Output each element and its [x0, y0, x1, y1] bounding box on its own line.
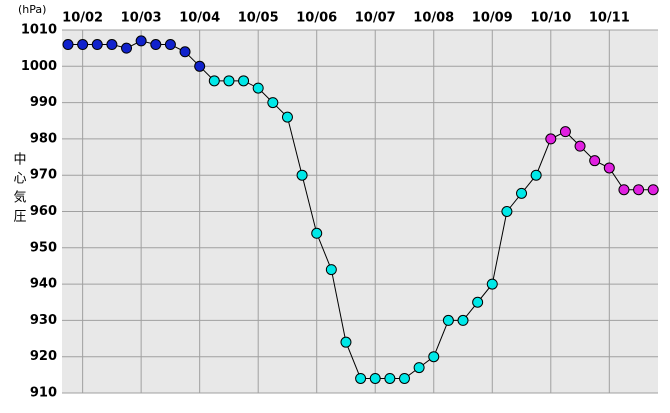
data-point — [91, 39, 103, 51]
data-point — [633, 184, 645, 196]
data-point — [618, 184, 630, 196]
data-point — [413, 362, 425, 374]
data-point — [281, 111, 293, 123]
data-point — [150, 39, 162, 51]
data-point — [252, 82, 264, 94]
y-tick-label: 1000 — [21, 59, 57, 74]
y-tick-label: 920 — [30, 349, 57, 364]
x-tick-label: 10/03 — [121, 11, 162, 26]
x-tick-label: 10/02 — [62, 11, 103, 26]
x-tick-label: 10/09 — [472, 11, 513, 26]
data-point — [223, 75, 235, 87]
y-tick-label: 910 — [30, 386, 57, 401]
data-point — [194, 60, 206, 72]
data-point — [603, 162, 615, 174]
y-tick-label: 980 — [30, 131, 57, 146]
y-tick-label: 970 — [30, 168, 57, 183]
data-point — [325, 264, 337, 276]
y-tick-label: 930 — [30, 313, 57, 328]
data-point — [442, 314, 454, 326]
data-point — [545, 133, 557, 145]
data-point — [369, 372, 381, 384]
x-tick-label: 10/07 — [355, 11, 396, 26]
data-point — [121, 42, 133, 54]
data-point — [428, 351, 440, 363]
y-tick-label: 960 — [30, 204, 57, 219]
y-tick-label: 940 — [30, 277, 57, 292]
data-point — [589, 155, 601, 167]
data-point — [179, 46, 191, 58]
data-point — [355, 372, 367, 384]
data-point — [384, 372, 396, 384]
data-point — [267, 97, 279, 109]
data-point — [62, 39, 74, 51]
data-point — [296, 169, 308, 181]
data-point — [501, 206, 513, 217]
data-point — [647, 184, 659, 196]
y-tick-label: 1010 — [21, 23, 57, 38]
data-point — [311, 227, 323, 239]
data-point — [135, 35, 147, 47]
x-tick-label: 10/05 — [238, 11, 279, 26]
x-tick-label: 10/06 — [296, 11, 337, 26]
data-point — [472, 296, 484, 308]
data-point — [238, 75, 250, 87]
data-point — [208, 75, 220, 87]
x-tick-label: 10/10 — [530, 11, 571, 26]
data-point — [486, 278, 498, 290]
data-point — [530, 169, 542, 181]
y-axis-label: 中心気圧 — [11, 152, 27, 228]
x-tick-label: 10/04 — [179, 11, 220, 26]
x-tick-label: 10/11 — [589, 11, 630, 26]
data-point — [398, 372, 410, 384]
data-point — [106, 39, 118, 51]
data-point — [457, 314, 469, 326]
data-point — [340, 336, 352, 348]
y-tick-label: 990 — [30, 95, 57, 110]
x-tick-label: 10/08 — [413, 11, 454, 26]
y-unit: (hPa) — [18, 3, 46, 16]
y-tick-label: 950 — [30, 240, 57, 255]
data-point — [574, 140, 586, 152]
data-point — [164, 39, 176, 51]
data-point — [77, 39, 89, 51]
data-point — [516, 187, 528, 199]
data-point — [559, 126, 571, 138]
